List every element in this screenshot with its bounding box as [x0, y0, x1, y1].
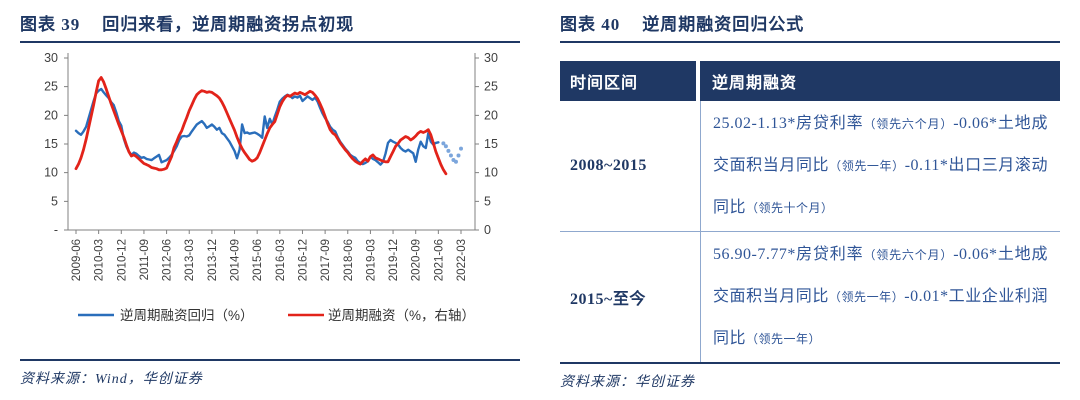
- svg-text:2016-03: 2016-03: [275, 239, 287, 281]
- svg-text:2012-06: 2012-06: [162, 239, 174, 281]
- formula-segment: -0.06*土地成交面积当月同比: [713, 246, 1048, 305]
- figure-39-bottom-rule: [20, 359, 520, 361]
- formula-segment: -0.01*工业企业利润同比: [713, 288, 1048, 347]
- regression-formula-table: 时间区间 逆周期融资 2008~2015 25.02-1.13*房贷利率（领先六个…: [560, 61, 1060, 362]
- formula-segment: -0.11*出口三月滚动同比: [713, 157, 1048, 216]
- formula-lead-note: （领先六个月）: [863, 117, 954, 131]
- svg-text:2010-03: 2010-03: [94, 239, 106, 281]
- figure-39-label: 图表 39: [20, 15, 81, 34]
- formula-cell: 25.02-1.13*房贷利率（领先六个月）-0.06*土地成交面积当月同比（领…: [700, 101, 1060, 231]
- series-regression-line: [74, 87, 440, 166]
- svg-text:逆周期融资回归（%）: 逆周期融资回归（%）: [120, 307, 254, 323]
- svg-text:20: 20: [484, 108, 498, 122]
- formula-segment: 56.90-7.77*房贷利率: [713, 246, 864, 263]
- y-axis-left-labels: 30 25 20 15 10 5 -: [44, 51, 58, 237]
- figure-40-panel: 图表 40 逆周期融资回归公式 时间区间 逆周期融资 2008~2015 25.02…: [540, 0, 1080, 400]
- x-axis-tick-labels: 2009-06 2010-03 2010-12 2011-09 2012-06 2013-…: [71, 239, 468, 281]
- svg-text:2013-03: 2013-03: [184, 239, 196, 281]
- formula-lead-note: （领先一年）: [746, 332, 822, 346]
- svg-text:-: -: [54, 223, 58, 237]
- chart-axes: [64, 53, 479, 234]
- period-cell: 2008~2015: [570, 157, 647, 174]
- svg-text:2010-12: 2010-12: [116, 239, 128, 281]
- svg-text:2021-06: 2021-06: [433, 239, 445, 281]
- formula-lead-note: （领先六个月）: [863, 248, 954, 262]
- svg-text:2016-12: 2016-12: [297, 239, 309, 281]
- formula-lead-note: （领先一年）: [828, 290, 905, 304]
- formula-segment: -0.06*土地成交面积当月同比: [713, 115, 1048, 174]
- figure-39-title: 图表 39 回归来看，逆周期融资拐点初现: [20, 10, 520, 43]
- table-row: 2008~2015 25.02-1.13*房贷利率（领先六个月）-0.06*土地成…: [560, 101, 1060, 231]
- svg-text:25: 25: [484, 80, 498, 94]
- figure-39-panel: 图表 39 回归来看，逆周期融资拐点初现 30 25 20 15 10 5- 30 25 20 1…: [0, 10, 540, 387]
- svg-text:10: 10: [484, 166, 498, 180]
- figure-40-source: 资料来源：华创证券: [560, 375, 695, 390]
- svg-text:逆周期融资（%，右轴）: 逆周期融资（%，右轴）: [328, 308, 475, 323]
- svg-text:2018-06: 2018-06: [343, 239, 355, 281]
- svg-text:2022-03: 2022-03: [456, 239, 468, 281]
- svg-text:15: 15: [484, 137, 498, 151]
- svg-text:5: 5: [51, 194, 58, 208]
- period-cell: 2015~至今: [570, 291, 646, 308]
- figure-40-title-text: 逆周期融资回归公式: [642, 15, 805, 34]
- figure-39-chart-area: 30 25 20 15 10 5 - 30 25 20 15 10 5 0 2009-06 2010-03…: [0, 45, 540, 342]
- table-header-formula: 逆周期融资: [700, 61, 1060, 101]
- series-actual-line: [74, 76, 448, 176]
- svg-text:5: 5: [484, 194, 491, 208]
- svg-text:2015-06: 2015-06: [252, 239, 264, 281]
- svg-text:30: 30: [44, 51, 58, 65]
- figure-40-label: 图表 40: [560, 15, 621, 34]
- svg-text:2019-12: 2019-12: [388, 239, 400, 281]
- figure-39-chart: 30 25 20 15 10 5 - 30 25 20 15 10 5 0 2009-06 2010-03…: [44, 51, 498, 323]
- figure-40-bottom-rule: [560, 362, 1060, 364]
- svg-text:2011-09: 2011-09: [139, 239, 151, 280]
- table-row: 2015~至今 56.90-7.77*房贷利率（领先六个月）-0.06*土地成交面…: [560, 231, 1060, 362]
- svg-text:30: 30: [484, 51, 498, 65]
- svg-text:10: 10: [44, 166, 58, 180]
- svg-text:2014-09: 2014-09: [230, 239, 242, 281]
- svg-text:20: 20: [44, 108, 58, 122]
- svg-text:25: 25: [44, 80, 58, 94]
- svg-text:15: 15: [44, 137, 58, 151]
- svg-text:2019-03: 2019-03: [365, 239, 377, 281]
- svg-text:2020-09: 2020-09: [411, 239, 423, 281]
- figure-39-title-text: 回归来看，逆周期融资拐点初现: [102, 15, 355, 34]
- svg-text:0: 0: [484, 223, 491, 237]
- svg-text:2013-12: 2013-12: [207, 239, 219, 281]
- table-header-row: 时间区间 逆周期融资: [560, 61, 1060, 101]
- chart-legend: 逆周期融资回归（%） 逆周期融资（%，右轴）: [78, 307, 475, 323]
- figure-39-source: 资料来源：Wind，华创证券: [20, 372, 203, 387]
- figure-40-title: 图表 40 逆周期融资回归公式: [560, 10, 1060, 43]
- formula-lead-note: （领先十个月）: [746, 201, 834, 215]
- formula-cell: 56.90-7.77*房贷利率（领先六个月）-0.06*土地成交面积当月同比（领…: [700, 232, 1060, 362]
- svg-text:2009-06: 2009-06: [71, 239, 83, 281]
- formula-lead-note: （领先一年）: [829, 159, 905, 173]
- svg-text:2017-09: 2017-09: [320, 239, 332, 281]
- series-forecast-dots: [441, 141, 463, 164]
- table-header-period: 时间区间: [560, 61, 700, 101]
- formula-segment: 25.02-1.13*房贷利率: [713, 115, 864, 132]
- table-body: 2008~2015 25.02-1.13*房贷利率（领先六个月）-0.06*土地成…: [560, 101, 1060, 362]
- y-axis-right-labels: 30 25 20 15 10 5 0: [484, 51, 498, 237]
